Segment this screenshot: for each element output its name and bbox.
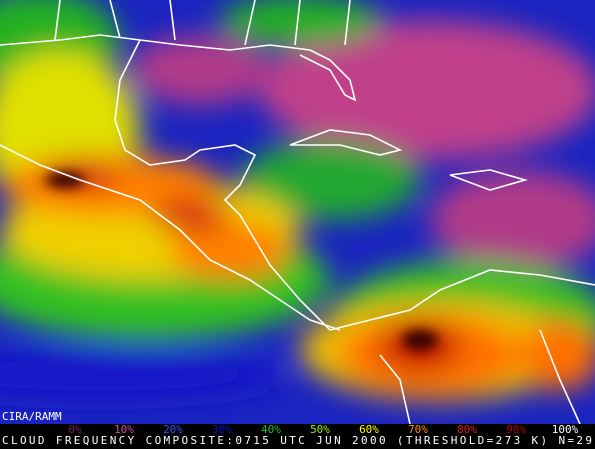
coastlines (0, 0, 595, 425)
legend-label: 40% (261, 423, 281, 436)
legend-label: 90% (506, 423, 526, 436)
legend-label: 80% (457, 423, 477, 436)
legend-label: 20% (163, 423, 183, 436)
legend-label: 0% (68, 423, 82, 436)
legend-label: 10% (114, 423, 134, 436)
legend-label: 70% (408, 423, 428, 436)
legend-label: 60% (359, 423, 379, 436)
legend-label: 100% (552, 423, 579, 436)
legend-background (0, 424, 595, 449)
credit: CIRA/RAMM (2, 410, 62, 423)
cloud-field (0, 0, 595, 424)
legend-label: 30% (212, 423, 232, 436)
legend-label: 50% (310, 423, 330, 436)
